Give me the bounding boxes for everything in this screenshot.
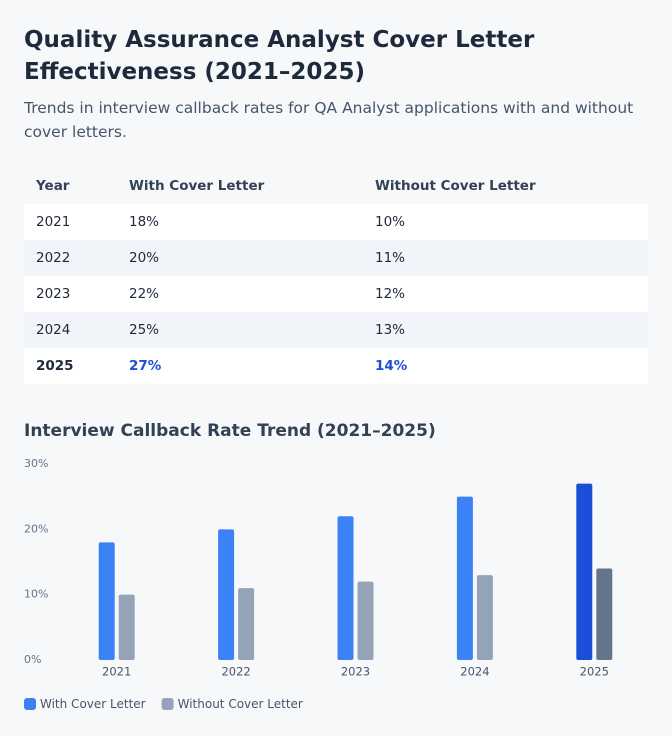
- table-cell: 12%: [375, 286, 406, 302]
- table-cell: 2023: [36, 286, 71, 302]
- table-cell: 14%: [375, 358, 408, 374]
- legend-label: Without Cover Letter: [178, 697, 303, 711]
- column-header: Without Cover Letter: [375, 178, 536, 194]
- bar: [118, 594, 135, 660]
- y-tick-label: 30%: [24, 457, 48, 470]
- table-cell: 10%: [375, 214, 406, 230]
- x-tick-label: 2021: [102, 665, 131, 679]
- table-cell: 2021: [36, 214, 71, 230]
- bar: [238, 588, 255, 660]
- title: Quality Assurance Analyst Cover Letter E…: [24, 27, 535, 85]
- table-cell: 2022: [36, 250, 71, 266]
- table-row: 2024 25% 13%: [24, 312, 648, 348]
- legend-swatch: [161, 698, 174, 710]
- table-row: 2022 20% 11%: [24, 240, 648, 276]
- bar: [218, 529, 235, 660]
- legend-swatch: [24, 698, 36, 710]
- x-tick-label: 2025: [580, 665, 609, 679]
- y-tick-label: 20%: [24, 522, 48, 535]
- table-cell: 27%: [129, 358, 162, 374]
- subtitle: Trends in interview callback rates for Q…: [24, 99, 634, 141]
- x-tick-label: 2022: [221, 665, 250, 679]
- bar: [576, 483, 593, 660]
- x-tick-label: 2024: [460, 665, 489, 679]
- table-row: 2025 27% 14%: [24, 348, 648, 384]
- bar: [98, 542, 115, 660]
- bar: [596, 568, 613, 660]
- table: Year With Cover Letter Without Cover Lette…: [24, 168, 648, 384]
- table-cell: 2024: [36, 322, 71, 338]
- bar: [357, 581, 374, 660]
- table-row: 2021 18% 10%: [24, 204, 648, 240]
- table-row: 2023 22% 12%: [24, 276, 648, 312]
- bar: [337, 516, 354, 660]
- chart-title: Interview Callback Rate Trend (2021–2025…: [24, 421, 436, 441]
- column-header: Year: [36, 178, 70, 194]
- table-cell: 25%: [129, 322, 160, 338]
- bar: [476, 575, 493, 660]
- table-cell: 22%: [129, 286, 160, 302]
- legend-label: With Cover Letter: [40, 697, 146, 711]
- table-cell: 13%: [375, 322, 406, 338]
- table-cell: 11%: [375, 250, 406, 266]
- y-tick-label: 10%: [24, 588, 48, 601]
- table-cell: 18%: [129, 214, 160, 230]
- table-cell: 20%: [129, 250, 160, 266]
- x-tick-label: 2023: [341, 665, 370, 679]
- table-header: Year With Cover Letter Without Cover Lette…: [24, 168, 648, 204]
- table-cell: 2025: [36, 358, 74, 374]
- y-tick-label: 0%: [24, 653, 41, 666]
- bar: [456, 496, 473, 660]
- column-header: With Cover Letter: [129, 178, 265, 194]
